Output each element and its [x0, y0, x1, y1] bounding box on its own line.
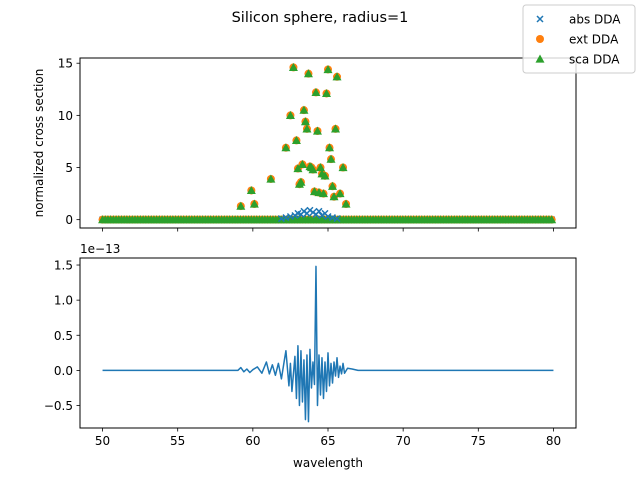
legend-marker	[536, 35, 544, 43]
bottom-xtick-label: 50	[95, 434, 110, 448]
sca-point	[320, 171, 330, 180]
bottom-axes-marks	[102, 265, 554, 423]
sca-point	[281, 143, 291, 152]
sca-point	[329, 192, 339, 201]
sca-point	[332, 72, 342, 81]
top-ytick-label: 10	[58, 109, 73, 123]
sca-point	[338, 163, 348, 172]
sca-point	[291, 135, 301, 144]
bottom-ytick-label: 1.5	[54, 259, 73, 273]
bottom-ytick-label: 0.0	[54, 364, 73, 378]
legend-frame	[522, 4, 636, 74]
bottom-ytick-label: −0.5	[44, 399, 73, 413]
sca-point	[266, 174, 276, 183]
sca-point	[315, 163, 325, 172]
sca-point	[297, 159, 307, 168]
top-axes: 0 5 10 15 normalized cross section	[32, 57, 577, 232]
legend-marker	[536, 15, 544, 23]
bottom-ytick-label: 0.5	[54, 329, 73, 343]
bottom-axes: −0.5 0.0 0.5 1.0 1.5 50 55 60 65 70 75 80 1e−13 wav…	[44, 242, 577, 470]
top-ylabel: normalized cross section	[32, 69, 46, 218]
sca-point	[325, 143, 335, 152]
bottom-xlabel: wavelength	[293, 456, 363, 470]
legend: abs DDA ext DDA sca DDA	[522, 4, 636, 74]
sca-point	[321, 88, 331, 98]
abs-point	[315, 207, 323, 215]
bottom-offset-text: 1e−13	[80, 242, 120, 256]
sca-point	[312, 126, 322, 135]
sca-point	[300, 117, 310, 126]
bottom-xtick-label: 80	[546, 434, 561, 448]
bottom-axes-ticks: −0.5 0.0 0.5 1.0 1.5 50 55 60 65 70 75 80	[44, 259, 561, 448]
bottom-xtick-label: 75	[471, 434, 486, 448]
abs-point	[333, 215, 341, 223]
sca-point	[328, 181, 338, 190]
sca-point	[296, 177, 306, 186]
legend-label: abs DDA	[569, 13, 621, 27]
sca-point	[303, 69, 313, 78]
bottom-ytick-label: 1.0	[54, 294, 73, 308]
bottom-xtick-label: 55	[170, 434, 185, 448]
sca-point	[288, 62, 298, 71]
sca-point	[331, 124, 341, 133]
sca-point	[311, 87, 321, 97]
sca-baseline-point	[547, 215, 557, 224]
sca-point	[299, 105, 309, 114]
top-ytick-label: 15	[58, 57, 73, 71]
sca-point	[293, 164, 303, 173]
sca-point	[249, 199, 259, 208]
top-ytick-label: 5	[65, 161, 73, 175]
legend-items: abs DDA ext DDA sca DDA	[535, 13, 621, 67]
sca-point	[285, 110, 295, 119]
bottom-xtick-label: 60	[245, 434, 260, 448]
sca-point	[246, 185, 256, 195]
sca-point	[308, 165, 318, 174]
legend-label: sca DDA	[569, 53, 620, 67]
top-axes-marks	[98, 62, 557, 224]
sca-point	[318, 189, 328, 198]
sca-point	[302, 124, 312, 133]
top-axes-ticks: 0 5 10 15	[58, 57, 554, 232]
difference-line	[102, 265, 554, 423]
bottom-xtick-label: 70	[396, 434, 411, 448]
sca-point	[326, 154, 336, 163]
figure-title: Silicon sphere, radius=1	[232, 10, 409, 26]
bottom-xtick-label: 65	[320, 434, 335, 448]
sca-point	[335, 189, 345, 198]
legend-label: ext DDA	[569, 33, 619, 47]
sca-point	[323, 64, 333, 74]
legend-marker	[535, 54, 545, 63]
sca-point	[341, 199, 351, 208]
top-ytick-label: 0	[65, 213, 73, 227]
sca-point	[236, 201, 246, 210]
